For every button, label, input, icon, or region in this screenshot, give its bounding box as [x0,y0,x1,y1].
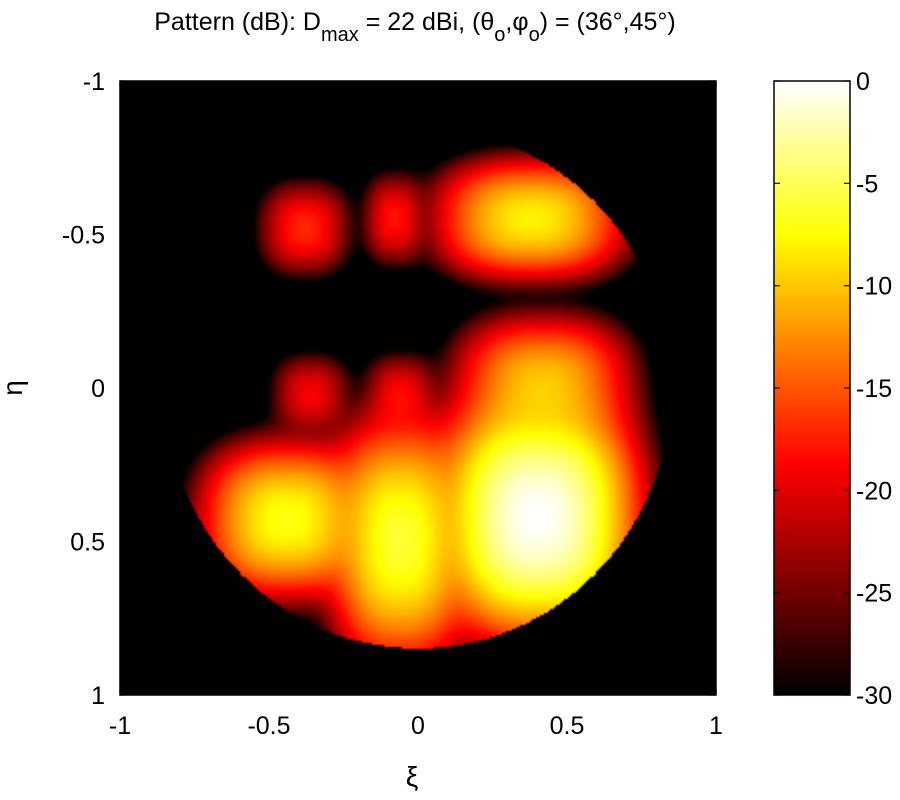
colorbar-tick-label: -30 [856,682,892,710]
x-tick-label: 1 [709,712,723,740]
title-prefix: Pattern (dB): D [154,8,321,36]
title-subscript-phi: o [529,24,540,46]
title-suffix: ) = (36°,45°) [540,8,676,36]
colorbar [774,81,850,695]
colorbar-tick-label: -10 [856,273,892,301]
y-axis-label: η [0,380,28,396]
colorbar-tick-label: -25 [856,580,892,608]
y-tick-label: 0 [91,375,105,403]
colorbar-tick-label: -15 [856,375,892,403]
heatmap-container [120,81,716,695]
heatmap-image [120,81,716,695]
x-tick-label: 0 [411,712,425,740]
title-subscript-theta: o [494,24,505,46]
title-middle-1: = 22 dBi, (θ [359,8,495,36]
y-tick-label: 1 [91,682,105,710]
y-axis-ticks: -1 -0.5 0 0.5 1 [62,68,716,710]
title-subscript-max: max [321,24,359,46]
colorbar-tick-label: -5 [856,170,878,198]
y-tick-label: 0.5 [70,529,105,557]
x-tick-label: 0.5 [550,712,585,740]
chart-title: Pattern (dB): Dmax = 22 dBi, (θo,φo) = (… [154,8,675,46]
x-tick-label: -1 [109,712,131,740]
title-middle-2: ,φ [505,8,528,36]
y-tick-label: -0.5 [62,222,105,250]
x-tick-label: -0.5 [247,712,290,740]
colorbar-tick-label: 0 [856,68,870,96]
x-axis-ticks: -1 -0.5 0 0.5 1 [109,81,723,740]
colorbar-tick-label: -20 [856,477,892,505]
colorbar-ticks: 0 -5 -10 -15 -20 -25 -30 [774,68,892,710]
y-tick-label: -1 [83,68,105,96]
x-axis-label: ξ [406,761,419,792]
